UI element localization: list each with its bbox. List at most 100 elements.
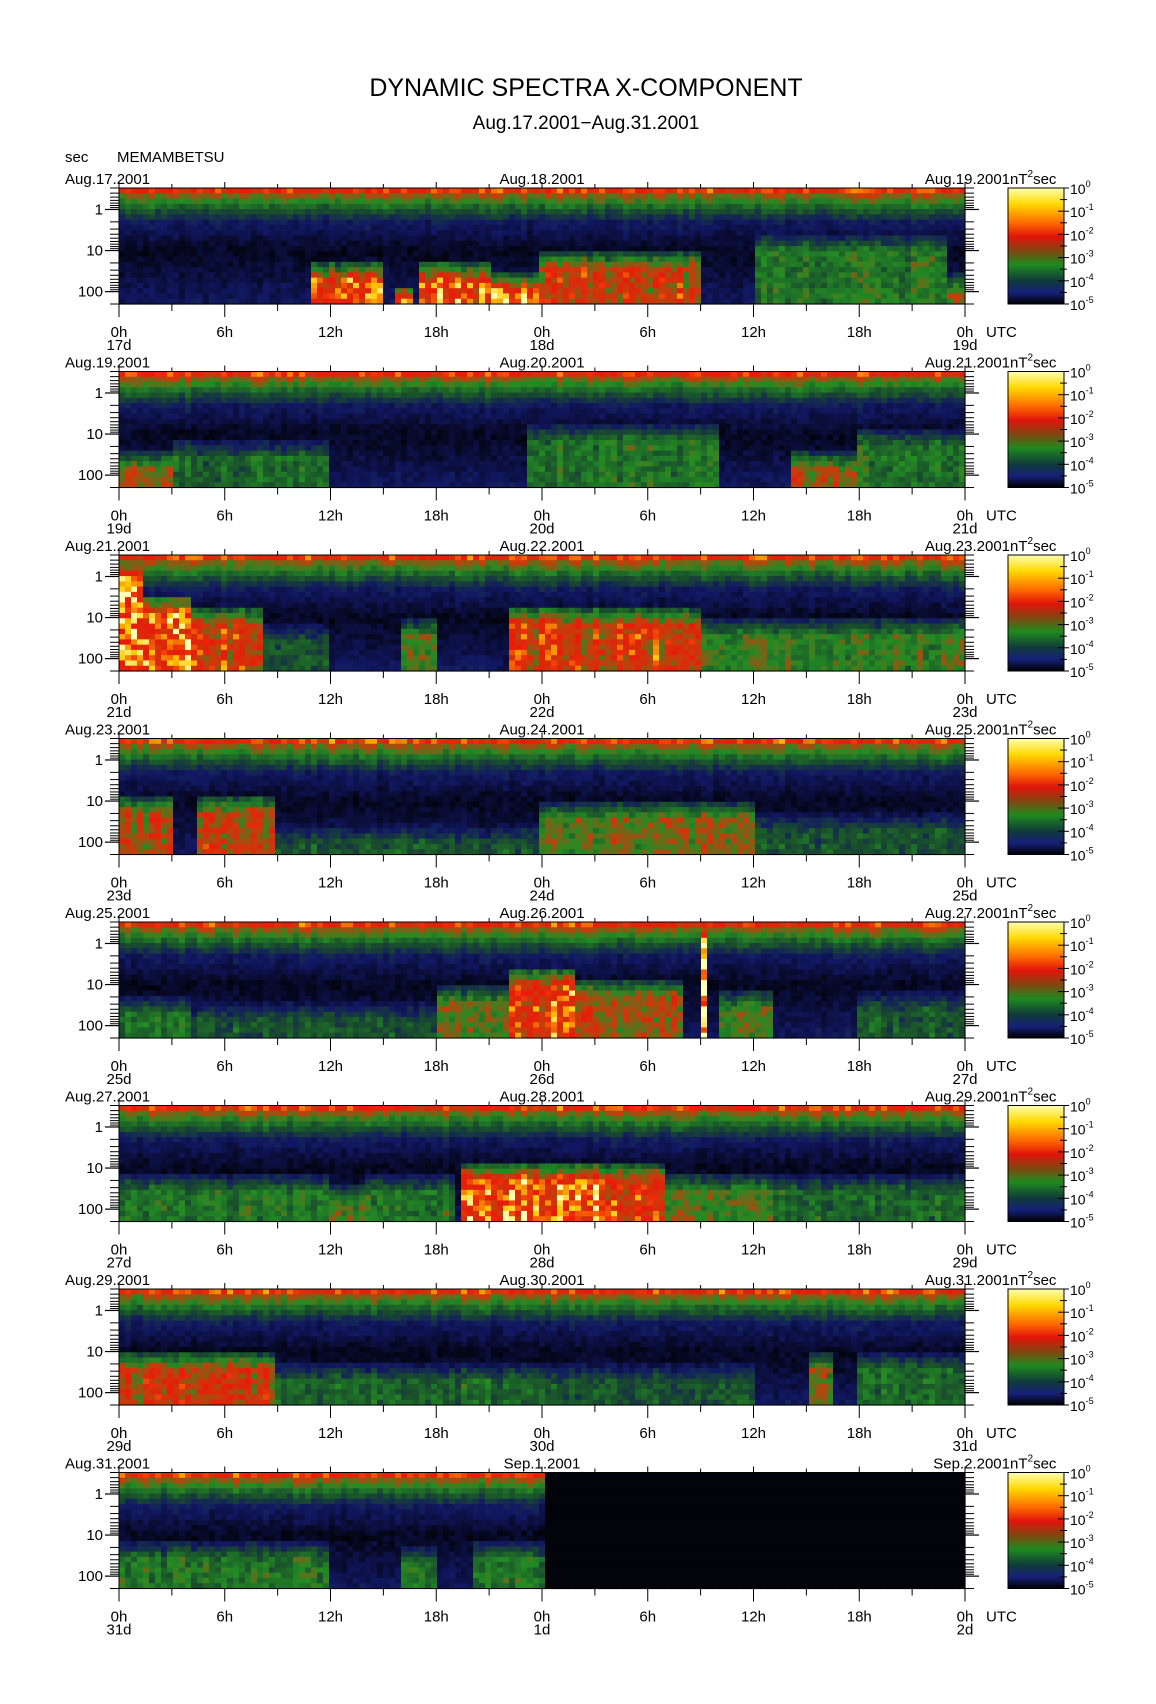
spectrogram-cell: [353, 230, 360, 236]
spectrogram-cell: [509, 225, 516, 231]
spectrogram-cell: [473, 403, 480, 409]
spectrogram-cell: [305, 288, 312, 294]
spectrogram-cell: [149, 387, 156, 393]
spectrogram-cell: [731, 241, 738, 247]
spectrogram-cell: [173, 225, 180, 231]
spectrogram-cell: [227, 262, 234, 268]
spectrogram-cell: [545, 188, 552, 194]
spectrogram-cell: [407, 435, 414, 441]
spectrogram-cell: [371, 283, 378, 289]
spectrogram-cell: [449, 283, 456, 289]
spectrogram-cell: [419, 445, 426, 451]
spectrogram-cell: [617, 235, 624, 241]
spectrogram-cell: [569, 220, 576, 226]
spectrogram-cell: [131, 424, 138, 430]
spectrogram-cell: [923, 293, 930, 299]
spectrogram-cell: [401, 262, 408, 268]
spectrogram-cell: [899, 188, 906, 194]
spectrogram-cell: [947, 214, 954, 220]
spectrogram-cell: [269, 387, 276, 393]
spectrogram-cell: [803, 267, 810, 273]
spectrogram-cell: [569, 403, 576, 409]
x-tick-label: 18h: [424, 324, 449, 341]
spectrogram-cell: [311, 393, 318, 399]
spectrogram-cell: [335, 387, 342, 393]
spectrogram-cell: [761, 220, 768, 226]
spectrogram-cell: [305, 382, 312, 388]
spectrogram-cell: [929, 235, 936, 241]
spectrogram-cell: [215, 267, 222, 273]
spectrogram-cell: [455, 257, 462, 263]
spectrogram-cell: [929, 267, 936, 273]
spectrogram-cell: [287, 246, 294, 252]
spectrogram-cell: [317, 430, 324, 436]
spectrogram-cell: [737, 241, 744, 247]
spectrogram-cell: [431, 225, 438, 231]
spectrogram-cell: [407, 477, 414, 483]
spectrogram-cell: [617, 204, 624, 210]
spectrogram-cell: [509, 430, 516, 436]
spectrogram-cell: [323, 246, 330, 252]
spectrogram-cell: [593, 387, 600, 393]
spectrogram-cell: [755, 246, 762, 252]
spectrogram-cell: [695, 246, 702, 252]
spectrogram-cell: [611, 278, 618, 284]
spectrogram-cell: [821, 188, 828, 194]
spectrogram-cell: [191, 424, 198, 430]
spectrogram-cell: [365, 267, 372, 273]
spectrogram-cell: [233, 398, 240, 404]
spectrogram-cell: [305, 267, 312, 273]
spectrogram-cell: [833, 230, 840, 236]
spectrogram-cell: [491, 466, 498, 472]
spectrogram-cell: [329, 398, 336, 404]
spectrogram-cell: [383, 387, 390, 393]
spectrogram-cell: [521, 445, 528, 451]
spectrogram-cell: [581, 199, 588, 205]
spectrogram-cell: [185, 193, 192, 199]
spectrogram-cell: [431, 430, 438, 436]
spectrogram-cell: [593, 456, 600, 462]
spectrogram-cell: [509, 472, 516, 478]
spectrogram-cell: [773, 241, 780, 247]
spectrogram-cell: [857, 246, 864, 252]
spectrogram-cell: [545, 278, 552, 284]
spectrogram-cell: [563, 414, 570, 420]
spectrogram-cell: [287, 435, 294, 441]
spectrogram-cell: [221, 293, 228, 299]
spectrogram-cell: [197, 461, 204, 467]
spectrogram-cell: [401, 288, 408, 294]
spectrogram-cell: [425, 209, 432, 215]
spectrogram-cell: [707, 241, 714, 247]
spectrogram-cell: [947, 251, 954, 257]
spectrogram-cell: [821, 283, 828, 289]
spectrogram-cell: [383, 293, 390, 299]
spectrogram-cell: [275, 472, 282, 478]
spectrogram-cell: [245, 288, 252, 294]
spectrogram-cell: [377, 377, 384, 383]
spectrogram-cell: [497, 241, 504, 247]
spectrogram-cell: [479, 214, 486, 220]
spectrogram-cell: [197, 225, 204, 231]
spectrogram-cell: [539, 382, 546, 388]
spectrogram-cell: [203, 387, 210, 393]
spectrogram-cell: [317, 477, 324, 483]
spectrogram-cell: [737, 225, 744, 231]
spectrogram-cell: [221, 214, 228, 220]
spectrogram-cell: [167, 424, 174, 430]
spectrogram-cell: [815, 278, 822, 284]
spectrogram-cell: [647, 204, 654, 210]
spectrogram-cell: [305, 419, 312, 425]
spectrogram-cell: [431, 251, 438, 257]
spectrogram-cell: [263, 372, 270, 378]
spectrogram-cell: [809, 220, 816, 226]
spectrogram-cell: [485, 430, 492, 436]
spectrogram-cell: [257, 214, 264, 220]
spectrogram-cell: [359, 445, 366, 451]
spectrogram-cell: [893, 246, 900, 252]
spectrogram-cell: [719, 257, 726, 263]
spectrogram-cell: [503, 456, 510, 462]
spectrogram-cell: [641, 246, 648, 252]
spectrogram-cell: [161, 293, 168, 299]
spectrogram-cell: [929, 214, 936, 220]
spectrogram-cell: [941, 293, 948, 299]
